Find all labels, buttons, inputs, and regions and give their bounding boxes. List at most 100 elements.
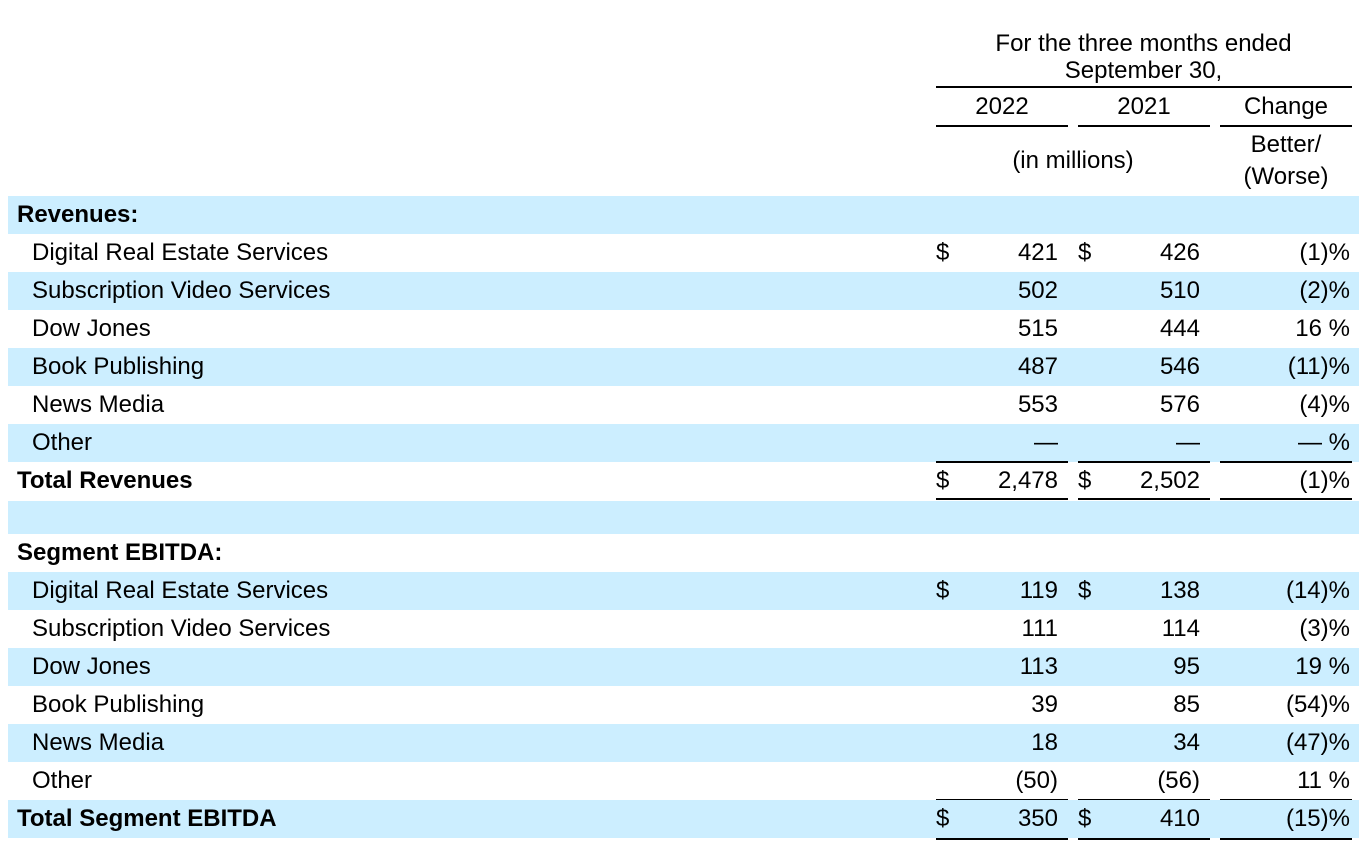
value-2021: (56) [1157,767,1200,794]
value-2022: 39 [1031,691,1058,718]
value-2022: 119 [1019,577,1058,604]
change-value: (11)% [1287,353,1350,380]
value-2021: 410 [1159,805,1200,832]
table-row: Digital Real Estate Services $ 421 $ 426… [8,234,1359,272]
table-row: Other — — — % [8,424,1359,462]
units-label: (in millions) [1012,147,1134,174]
change-value: (3)% [1299,615,1350,642]
subtotal-rule-2022 [936,461,1068,463]
value-2022: 421 [1017,239,1058,266]
row-label: Digital Real Estate Services [32,239,329,266]
dollar-sign: $ [936,577,950,604]
value-2022: 515 [1017,315,1058,342]
ebitda-total-rule-2021 [1078,838,1210,840]
change-value: (2)% [1299,277,1350,304]
dollar-sign [1078,610,1098,648]
row-label: Other [32,429,93,456]
value-2021: 576 [1159,391,1200,418]
ebitda-total-rule-2022 [936,838,1068,840]
value-2021: 546 [1159,353,1200,380]
dollar-sign [1078,424,1098,462]
dollar-sign: $ [936,805,950,832]
change-value: 16 % [1295,315,1350,342]
change-header: Change [1243,93,1329,120]
value-2022: 350 [1017,805,1058,832]
subtotal-rule-2021 [1078,461,1210,463]
dollar-sign [936,272,956,310]
change-value: 19 % [1295,653,1350,680]
total-rule-2022 [936,498,1068,500]
year-2021-header-rule [1078,125,1210,127]
dollar-sign: $ [1078,239,1092,266]
dollar-sign: $ [1078,805,1092,832]
row-label: Other [32,767,93,794]
table-row: Subscription Video Services 111 114 (3)% [8,610,1359,648]
better-worse-line2: (Worse) [1243,163,1329,190]
change-value: (54)% [1285,691,1350,718]
dollar-sign [936,648,956,686]
period-header-rule [936,86,1352,88]
value-2021: — [1176,429,1200,456]
ebitda-title: Segment EBITDA: [17,539,223,566]
table-row: News Media 18 34 (47)% [8,724,1359,762]
change-header-rule [1220,125,1352,127]
change-value: (1)% [1299,239,1350,266]
change-value: (14)% [1285,577,1350,604]
value-2021: 95 [1173,653,1200,680]
value-2021: 444 [1159,315,1200,342]
total-rule-2021 [1078,498,1210,500]
dollar-sign [1078,686,1098,724]
dollar-sign [936,348,956,386]
value-2021: 85 [1173,691,1200,718]
value-2022: 113 [1019,653,1058,680]
table-row: Digital Real Estate Services $ 119 $ 138… [8,572,1359,610]
row-label: Total Revenues [17,467,193,494]
total-revenues-row: Total Revenues $ 2,478 $ 2,502 (1)% [8,462,1359,500]
value-2021: 114 [1161,615,1200,642]
year-2022-header-rule [936,125,1068,127]
dollar-sign [936,610,956,648]
dollar-sign [936,310,956,348]
dollar-sign [1078,648,1098,686]
dollar-sign [1078,348,1098,386]
row-label: Book Publishing [32,353,205,380]
dollar-sign [936,762,956,800]
period-header-line1: For the three months ended [995,30,1292,57]
value-2022: 502 [1017,277,1058,304]
value-2022: 487 [1017,353,1058,380]
dollar-sign [1078,724,1098,762]
row-label: Total Segment EBITDA [17,805,277,832]
table-row: Dow Jones 515 444 16 % [8,310,1359,348]
dollar-sign: $ [1078,467,1092,494]
value-2022: — [1034,429,1058,456]
row-label: Book Publishing [32,691,205,718]
value-2021: 510 [1159,277,1200,304]
subtotal-rule-change [1220,461,1352,463]
spacer-row [8,501,1359,534]
change-value: (1)% [1299,467,1350,494]
total-rule-change [1220,498,1352,500]
value-2021: 426 [1159,239,1200,266]
dollar-sign [936,724,956,762]
dollar-sign [1078,762,1098,800]
change-value: (15)% [1285,805,1350,832]
dollar-sign: $ [936,467,950,494]
value-2022: 111 [1021,615,1058,642]
change-value: — % [1297,429,1350,456]
table-row: Dow Jones 113 95 19 % [8,648,1359,686]
better-worse-line1: Better/ [1250,131,1322,158]
value-2022: 553 [1017,391,1058,418]
change-value: 11 % [1297,767,1350,794]
change-value: (47)% [1285,729,1350,756]
table-row: Subscription Video Services 502 510 (2)% [8,272,1359,310]
ebitda-section-header: Segment EBITDA: [8,534,1359,572]
row-label: News Media [32,729,165,756]
row-label: Dow Jones [32,653,151,680]
value-2022: 18 [1031,729,1058,756]
dollar-sign [936,386,956,424]
table-row: Book Publishing 487 546 (11)% [8,348,1359,386]
revenues-section-header: Revenues: [8,196,1359,234]
change-value: (4)% [1299,391,1350,418]
table-row: Other (50) (56) 11 % [8,762,1359,800]
period-header-line2: September 30, [1064,57,1223,84]
